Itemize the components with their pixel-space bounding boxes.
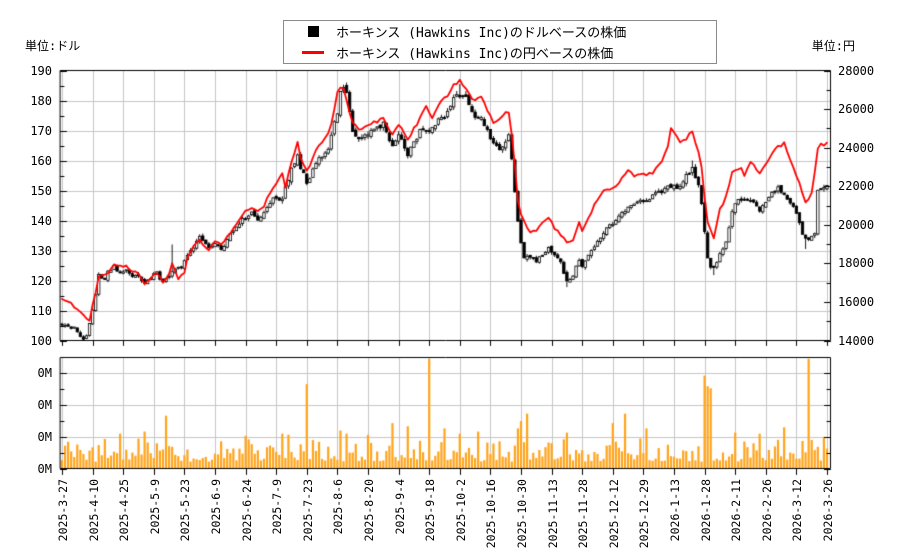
line-series-marker-icon bbox=[302, 51, 324, 54]
left-axis-unit-label: 単位:ドル bbox=[25, 39, 81, 53]
candlestick-series-marker-icon bbox=[307, 26, 319, 37]
legend-marker-cell bbox=[298, 51, 328, 54]
legend-item-jpy: ホーキンス (Hawkins Inc)の円ベースの株価 bbox=[284, 42, 716, 63]
legend-box: ホーキンス (Hawkins Inc)のドルベースの株価 ホーキンス (Hawk… bbox=[283, 20, 717, 64]
legend-item-jpy-label: ホーキンス (Hawkins Inc)の円ベースの株価 bbox=[336, 47, 614, 62]
right-axis-unit-label: 単位:円 bbox=[811, 39, 855, 53]
legend-item-usd: ホーキンス (Hawkins Inc)のドルベースの株価 bbox=[284, 21, 716, 42]
legend-item-usd-label: ホーキンス (Hawkins Inc)のドルベースの株価 bbox=[336, 26, 627, 41]
legend-marker-cell bbox=[298, 26, 328, 37]
